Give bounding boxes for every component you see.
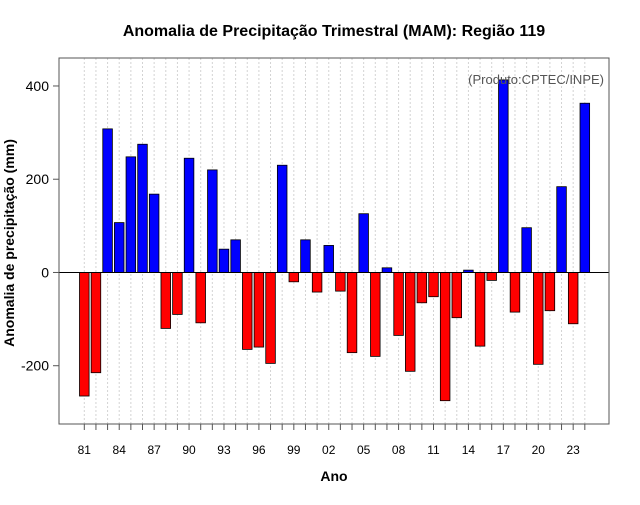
bar-95: [242, 272, 253, 350]
bar-82: [90, 272, 102, 374]
x-tick-label-17: 17: [497, 443, 511, 457]
bar-98: [276, 164, 288, 273]
bar-04: [346, 272, 358, 354]
bar-01: [311, 272, 323, 293]
x-axis-label: Ano: [320, 468, 347, 484]
bar-00: [300, 239, 311, 273]
bar-89: [172, 272, 183, 315]
bar-23: [567, 272, 579, 325]
bar-99: [288, 272, 300, 283]
bar-24: [579, 102, 591, 273]
bar-16: [486, 272, 497, 281]
bar-05: [358, 213, 369, 273]
bar-81: [79, 272, 90, 397]
plot-frame: [58, 57, 610, 425]
bar-20: [533, 272, 544, 365]
bar-21: [544, 272, 556, 312]
x-tick-label-11: 11: [427, 443, 440, 457]
grid-lines: [83, 58, 586, 424]
bar-96: [253, 272, 265, 348]
bar-87: [148, 193, 160, 273]
bar-83: [102, 128, 113, 273]
bar-97: [265, 272, 276, 364]
x-tick-label-84: 84: [113, 443, 127, 457]
bar-15: [474, 272, 486, 347]
bar-88: [160, 272, 171, 329]
bar-86: [137, 143, 148, 273]
bar-09: [405, 272, 416, 372]
bar-17: [498, 79, 509, 273]
bar-12: [439, 272, 451, 402]
axes: -200 0 200 400 81 84 87 90 93 96 99 02 05 08 11 14 17 20 2…: [21, 57, 610, 457]
y-tick-label-200: 200: [26, 171, 50, 187]
chart-title: Anomalia de Precipitação Trimestral (MAM…: [123, 23, 545, 40]
bar-07: [381, 267, 393, 273]
bar-93: [218, 248, 230, 273]
bar-10: [416, 272, 428, 304]
x-tick-label-23: 23: [567, 443, 581, 457]
x-tick-label-93: 93: [217, 443, 231, 457]
bar-08: [393, 272, 404, 336]
x-tick-label-90: 90: [182, 443, 196, 457]
bar-22: [556, 186, 567, 273]
bar-13: [451, 272, 462, 319]
y-axis-label: Anomalia de precipitação (mm): [1, 139, 17, 347]
y-tick-label--200: -200: [21, 358, 49, 374]
x-tick-label-96: 96: [252, 443, 266, 457]
x-tick-label-02: 02: [322, 443, 336, 457]
x-tick-label-20: 20: [532, 443, 546, 457]
x-tick-label-14: 14: [462, 443, 476, 457]
bar-11: [428, 272, 439, 298]
bar-94: [230, 239, 241, 273]
bar-03: [335, 272, 346, 292]
x-tick-label-87: 87: [147, 443, 161, 457]
y-tick-label-0: 0: [41, 264, 49, 280]
x-tick-label-08: 08: [392, 443, 406, 457]
bar-02: [323, 245, 334, 273]
bar-06: [370, 272, 381, 357]
source-annotation: (Produto:CPTEC/INPE): [468, 72, 604, 87]
x-tick-label-05: 05: [357, 443, 371, 457]
bar-92: [207, 169, 218, 273]
x-tick-label-99: 99: [287, 443, 301, 457]
bar-19: [521, 227, 532, 273]
y-tick-label-400: 400: [26, 78, 50, 94]
x-tick-label-81: 81: [78, 443, 92, 457]
bar-84: [114, 222, 125, 273]
bar-91: [195, 272, 206, 324]
bar-90: [183, 157, 195, 273]
bar-18: [509, 272, 521, 313]
bars: [79, 79, 591, 402]
bar-85: [125, 156, 137, 273]
